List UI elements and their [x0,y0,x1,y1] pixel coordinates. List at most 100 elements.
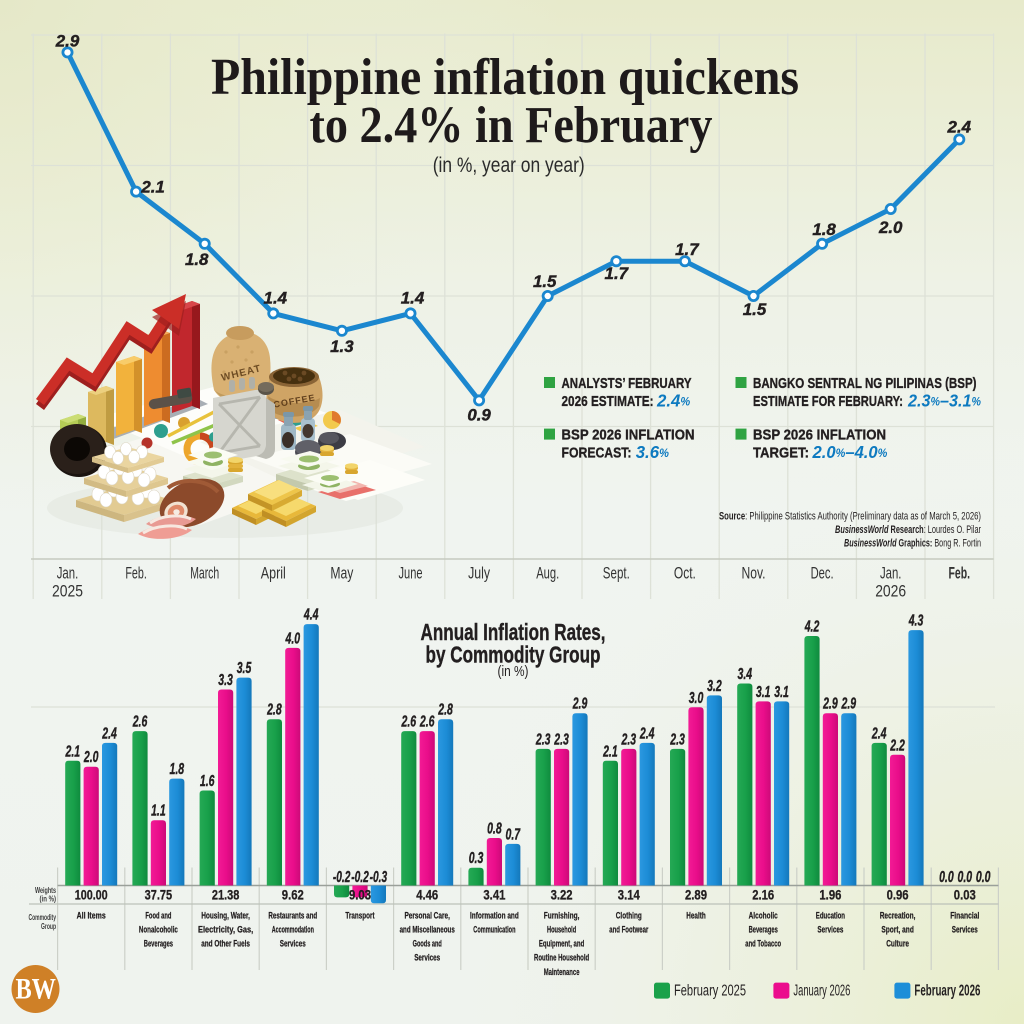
svg-text:3.2: 3.2 [707,678,722,695]
svg-text:0.0: 0.0 [958,869,973,886]
svg-text:BusinessWorld Research: Lourd: BusinessWorld Research: Lourdes O. Pilar [835,524,981,536]
svg-text:Feb.: Feb. [949,565,971,583]
svg-text:2.1: 2.1 [602,743,617,760]
svg-text:1.8: 1.8 [185,250,209,269]
svg-text:3.1: 3.1 [774,684,789,701]
svg-text:2.4: 2.4 [102,725,118,742]
svg-text:2.6: 2.6 [401,714,417,731]
svg-text:2.4%: 2.4% [656,391,690,411]
svg-text:0.9: 0.9 [467,405,491,424]
svg-text:Health: Health [686,910,706,921]
svg-text:Weights: Weights [35,885,56,895]
svg-text:1.8: 1.8 [170,761,185,778]
svg-text:Services: Services [414,953,440,964]
svg-text:FORECAST:: FORECAST: [562,445,632,462]
svg-text:February 2025: February 2025 [674,983,746,1000]
svg-text:1.1: 1.1 [151,803,166,820]
svg-text:2.9: 2.9 [841,696,857,713]
svg-text:Dec.: Dec. [811,565,834,583]
svg-text:0.0: 0.0 [976,869,991,886]
svg-text:9.62: 9.62 [282,888,304,903]
svg-text:-0.3: -0.3 [370,869,388,886]
svg-text:Culture: Culture [886,939,909,950]
svg-text:3.0: 3.0 [689,690,704,707]
svg-text:3.6%: 3.6% [636,442,669,462]
svg-text:1.4: 1.4 [401,288,425,307]
svg-text:3.3: 3.3 [218,672,233,689]
svg-text:Nonalcoholic: Nonalcoholic [139,925,178,936]
svg-text:Furnishing,: Furnishing, [544,910,580,921]
svg-text:3.4: 3.4 [738,666,753,683]
svg-text:3.1: 3.1 [756,684,771,701]
svg-text:2.16: 2.16 [752,888,774,903]
svg-text:January 2026: January 2026 [793,983,850,1000]
svg-text:2.4: 2.4 [947,117,972,136]
svg-text:2.3: 2.3 [535,731,551,748]
svg-text:3.5: 3.5 [237,660,252,677]
svg-text:2.4: 2.4 [639,725,655,742]
svg-text:ESTIMATE FOR FEBRUARY:: ESTIMATE FOR FEBRUARY: [753,393,903,410]
svg-text:0.8: 0.8 [487,820,502,837]
svg-text:2.0: 2.0 [878,218,903,237]
svg-text:2.9: 2.9 [55,31,80,50]
svg-text:2.0: 2.0 [83,749,99,766]
svg-text:BW: BW [15,973,56,1006]
svg-text:ANALYSTS’ FEBRUARY: ANALYSTS’ FEBRUARY [562,375,692,392]
svg-text:2.3: 2.3 [554,731,570,748]
svg-text:Recreation,: Recreation, [880,910,916,921]
svg-text:Maintenance: Maintenance [544,967,580,978]
svg-text:Goods and: Goods and [413,939,442,950]
svg-text:Services: Services [817,925,843,936]
svg-text:3.22: 3.22 [551,888,573,903]
svg-text:1.96: 1.96 [819,888,841,903]
svg-text:2.4: 2.4 [871,725,887,742]
svg-text:1.7: 1.7 [675,240,700,259]
svg-text:July: July [468,565,491,583]
svg-text:and Other Fuels: and Other Fuels [201,939,250,950]
svg-text:Philippine inflation quickens: Philippine inflation quickens [211,49,799,106]
svg-text:1.5: 1.5 [533,272,557,291]
svg-text:Personal Care,: Personal Care, [404,910,450,921]
svg-text:2.3: 2.3 [670,731,686,748]
svg-text:0.03: 0.03 [954,888,976,903]
svg-text:2.8: 2.8 [438,702,454,719]
svg-text:Transport: Transport [345,910,375,921]
svg-text:Annual Inflation Rates,: Annual Inflation Rates, [421,619,606,645]
svg-text:(in %, year on year): (in %, year on year) [433,154,585,177]
svg-text:to 2.4% in February: to 2.4% in February [310,97,713,154]
svg-text:21.38: 21.38 [212,888,240,903]
svg-text:June: June [399,565,423,583]
svg-text:Household: Household [547,925,576,936]
svg-text:(in %): (in %) [40,894,57,904]
svg-text:Sport, and: Sport, and [881,925,914,936]
svg-text:2.9: 2.9 [572,696,588,713]
svg-text:Oct.: Oct. [674,565,696,583]
svg-text:and Tobacco: and Tobacco [745,939,781,950]
svg-text:Feb.: Feb. [125,565,147,583]
svg-text:2.2: 2.2 [890,737,906,754]
svg-text:Education: Education [816,910,845,921]
svg-text:2025: 2025 [52,583,83,601]
svg-text:4.46: 4.46 [416,888,438,903]
svg-text:2.0%–4.0%: 2.0%–4.0% [812,442,888,462]
svg-text:0.3: 0.3 [469,850,484,867]
svg-text:Communication: Communication [473,925,515,936]
svg-text:BSP 2026 INFLATION: BSP 2026 INFLATION [562,427,695,444]
svg-text:Clothing: Clothing [616,910,642,921]
svg-text:BusinessWorld Graphics: Bong R: BusinessWorld Graphics: Bong R. Fortin [844,538,981,550]
svg-text:2.1: 2.1 [65,743,80,760]
svg-text:February 2026: February 2026 [914,983,980,1000]
svg-text:Services: Services [952,925,978,936]
svg-text:-0.2: -0.2 [333,869,351,886]
svg-text:9.03: 9.03 [349,888,371,903]
svg-text:Routine Household: Routine Household [534,953,589,964]
svg-text:3.14: 3.14 [618,888,640,903]
svg-text:Electricity, Gas,: Electricity, Gas, [198,925,253,936]
svg-text:100.00: 100.00 [75,888,108,903]
svg-text:1.7: 1.7 [605,264,630,283]
svg-text:and Miscellaneous: and Miscellaneous [400,925,455,936]
svg-text:Alcoholic: Alcoholic [749,910,778,921]
svg-text:4.0: 4.0 [285,630,301,647]
svg-text:Accommodation: Accommodation [272,925,314,936]
svg-text:Aug.: Aug. [536,565,559,583]
